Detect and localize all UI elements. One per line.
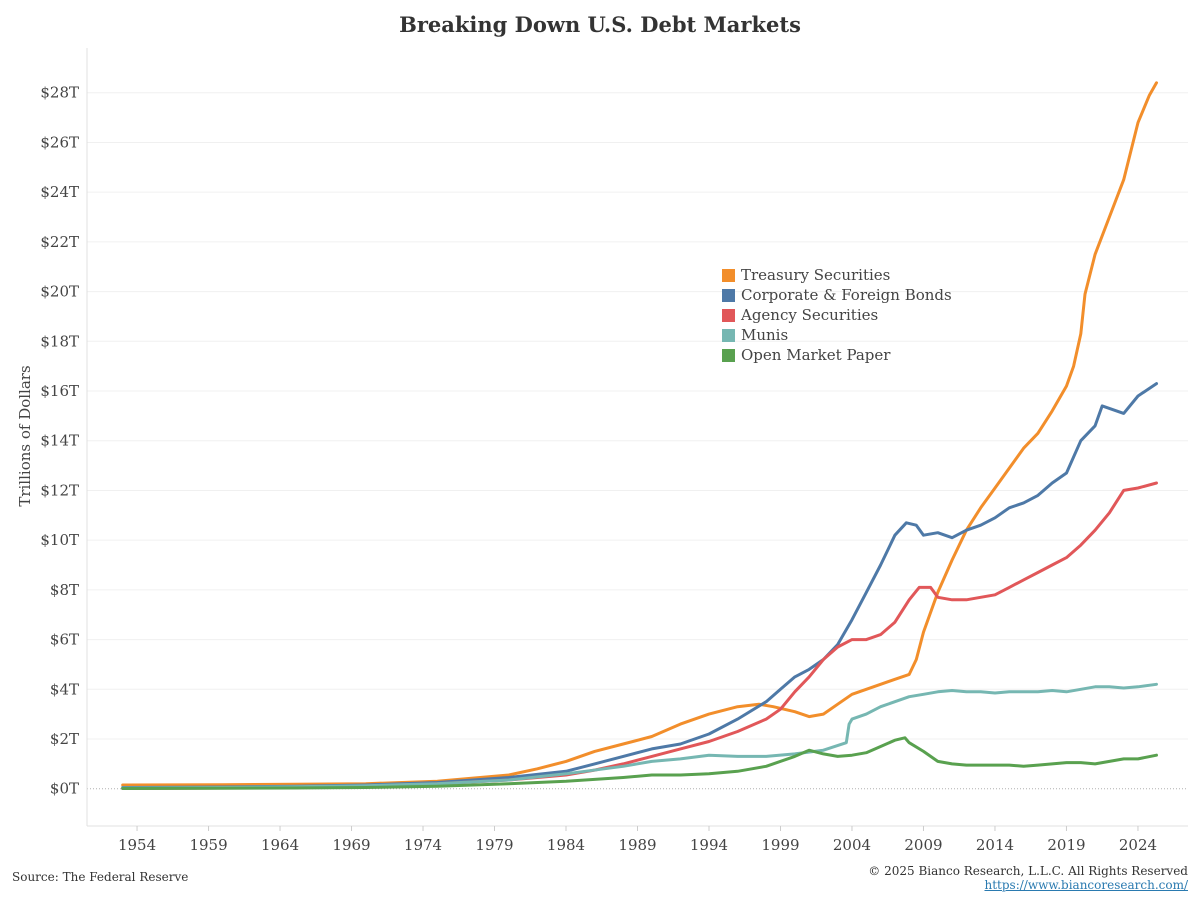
x-tick-label: 1994 — [690, 836, 728, 854]
series-line-munis — [121, 682, 1158, 790]
x-tick-label: 2019 — [1047, 836, 1085, 854]
series-line-agency-securities — [121, 481, 1158, 790]
y-tick-label: $18T — [40, 332, 79, 350]
y-tick-label: $20T — [40, 283, 79, 301]
y-axis-title: Trillions of Dollars — [16, 365, 34, 506]
footer-credits: © 2025 Bianco Research, L.L.C. All Right… — [868, 864, 1188, 892]
x-tick-label: 1959 — [189, 836, 227, 854]
copyright-text: © 2025 Bianco Research, L.L.C. All Right… — [868, 864, 1188, 878]
series-line-corporate-foreign-bonds — [121, 382, 1158, 789]
legend-label: Treasury Securities — [741, 266, 891, 284]
legend-swatch — [722, 288, 735, 302]
axes: $0T $2T $4T $6T $8T $10T $12T $14T $16T $18T $20T $… — [40, 48, 1188, 854]
legend-label: Munis — [741, 326, 789, 344]
legend-item: Corporate & Foreign Bonds — [722, 285, 952, 305]
x-tick-label: 1984 — [547, 836, 585, 854]
legend-item: Treasury Securities — [722, 265, 952, 285]
y-tick-label: $2T — [50, 730, 79, 748]
y-tick-label: $8T — [50, 581, 79, 599]
legend-label: Open Market Paper — [741, 346, 891, 364]
x-tick-label: 1954 — [118, 836, 156, 854]
y-tick-label: $6T — [50, 631, 79, 649]
chart-title: Breaking Down U.S. Debt Markets — [399, 12, 801, 37]
x-tick-label: 2004 — [833, 836, 871, 854]
y-tick-label: $10T — [40, 531, 79, 549]
x-tick-label: 1979 — [475, 836, 513, 854]
x-tick-label: 1964 — [261, 836, 299, 854]
source-note: Source: The Federal Reserve — [12, 870, 189, 884]
series-line-treasury-securities — [121, 81, 1158, 787]
y-tick-label: $22T — [40, 233, 79, 251]
legend-swatch — [722, 348, 735, 362]
legend-swatch — [722, 308, 735, 322]
legend-swatch — [722, 328, 735, 342]
y-tick-label: $4T — [50, 680, 79, 698]
x-tick-label: 1989 — [618, 836, 656, 854]
y-tick-label: $12T — [40, 481, 79, 499]
x-tick-label: 1999 — [761, 836, 799, 854]
series-line-open-market-paper — [121, 736, 1158, 790]
legend-label: Agency Securities — [741, 306, 879, 324]
x-tick-label: 1974 — [404, 836, 442, 854]
legend-item: Open Market Paper — [722, 345, 952, 365]
legend-label: Corporate & Foreign Bonds — [741, 286, 952, 304]
x-tick-label: 1969 — [332, 836, 370, 854]
legend-item: Munis — [722, 325, 952, 345]
website-link[interactable]: https://www.biancoresearch.com/ — [984, 878, 1188, 892]
x-tick-label: 2014 — [976, 836, 1014, 854]
y-tick-label: $26T — [40, 133, 79, 151]
x-tick-label: 2024 — [1119, 836, 1157, 854]
series-lines — [121, 81, 1158, 790]
legend-swatch — [722, 268, 735, 282]
legend-item: Agency Securities — [722, 305, 952, 325]
y-tick-label: $14T — [40, 432, 79, 450]
y-tick-label: $24T — [40, 183, 79, 201]
y-tick-label: $28T — [40, 84, 79, 102]
y-tick-label: $0T — [50, 780, 79, 798]
x-tick-label: 2009 — [904, 836, 942, 854]
gridlines — [87, 92, 1188, 790]
legend: Treasury Securities Corporate & Foreign B… — [722, 265, 952, 365]
y-tick-label: $16T — [40, 382, 79, 400]
